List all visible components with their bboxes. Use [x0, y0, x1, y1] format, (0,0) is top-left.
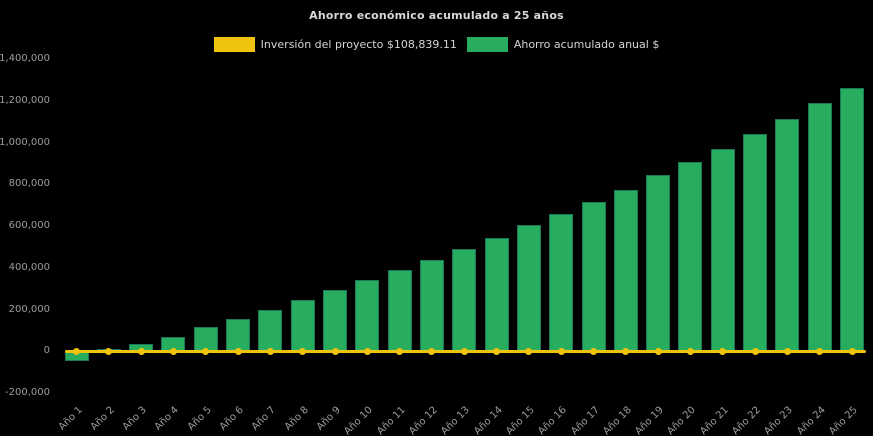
chart-title: Ahorro económico acumulado a 25 años: [309, 9, 564, 22]
line-marker: [73, 347, 80, 355]
line-marker: [234, 347, 242, 355]
legend-swatch: [213, 37, 255, 52]
legend-label: Inversión del proyecto $108,839.11: [260, 38, 457, 51]
x-axis-tick-label: Año 1: [56, 404, 85, 433]
line-marker: [654, 347, 662, 355]
line-marker: [396, 347, 404, 355]
bar: [516, 225, 541, 352]
bar: [840, 88, 864, 352]
legend-item: Inversión del proyecto $108,839.11: [213, 37, 457, 52]
line-marker: [266, 347, 274, 355]
line-marker: [169, 347, 177, 355]
y-axis-tick-label: 800,000: [8, 178, 50, 190]
line-marker: [363, 347, 371, 355]
line-marker: [590, 347, 597, 355]
y-axis-tick-label: -200,000: [5, 387, 50, 399]
line-marker: [460, 347, 468, 355]
y-axis-tick-label: 400,000: [8, 261, 50, 273]
line-marker: [622, 347, 630, 355]
line-marker: [557, 347, 565, 355]
bar: [355, 280, 380, 352]
bar: [743, 134, 768, 352]
y-axis-tick-label: 600,000: [8, 220, 50, 232]
bar: [258, 309, 283, 352]
line-marker: [848, 347, 856, 355]
line-marker: [686, 347, 694, 355]
y-axis-tick-label: 1,000,000: [0, 136, 50, 148]
bar: [452, 249, 477, 352]
legend-swatch: [466, 37, 508, 52]
bar: [807, 103, 832, 352]
bar: [581, 201, 606, 352]
line-marker: [428, 347, 436, 355]
legend-label: Ahorro acumulado anual $: [513, 38, 660, 51]
bar: [323, 290, 347, 352]
y-axis-tick-label: 1,400,000: [0, 53, 50, 65]
line-marker: [299, 347, 307, 355]
bar: [419, 259, 444, 352]
line-marker: [493, 347, 501, 355]
line-marker: [525, 347, 533, 355]
bar: [290, 299, 315, 352]
y-axis-tick-label: 0: [43, 345, 50, 357]
line-marker: [816, 347, 824, 355]
bar: [710, 148, 735, 352]
bar: [484, 237, 509, 352]
bar: [646, 175, 671, 352]
legend-item: Ahorro acumulado anual $: [466, 37, 660, 52]
bar: [613, 189, 638, 352]
chart-legend: Inversión del proyecto $108,839.11 Ahorro…: [0, 37, 873, 52]
bar: [678, 161, 703, 352]
y-axis-tick-label: 1,200,000: [0, 94, 50, 106]
bar: [387, 269, 412, 352]
line-marker: [331, 347, 339, 355]
line-marker: [137, 347, 145, 355]
bar: [549, 214, 574, 352]
bar: [775, 119, 800, 352]
line-marker: [202, 347, 210, 355]
line-marker: [783, 347, 791, 355]
line-marker: [719, 347, 727, 355]
bar: [226, 318, 251, 352]
line-marker: [751, 347, 759, 355]
y-axis-tick-label: 200,000: [8, 303, 50, 315]
line-marker: [105, 347, 113, 355]
